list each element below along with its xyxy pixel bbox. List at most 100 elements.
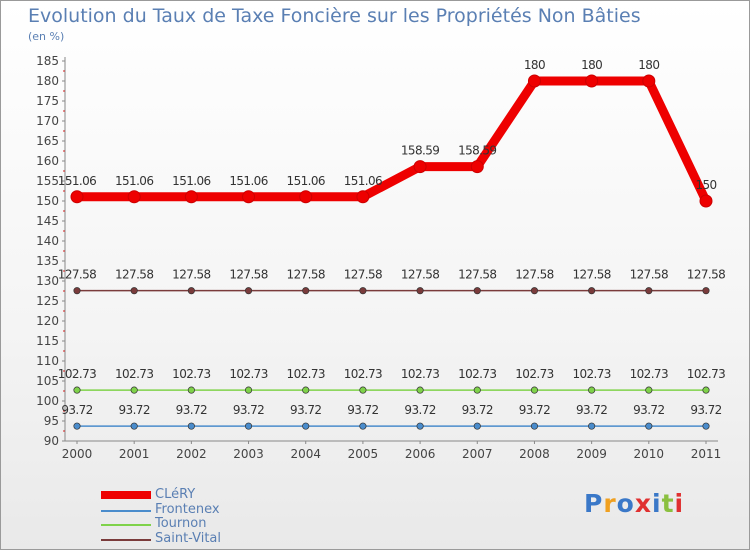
- data-label: 102.73: [229, 367, 267, 381]
- x-tick-label: 2010: [634, 447, 665, 461]
- data-label: 102.73: [344, 367, 382, 381]
- y-tick-label: 130: [36, 274, 59, 288]
- x-tick-label: 2008: [519, 447, 550, 461]
- data-point: [473, 386, 481, 394]
- data-point: [187, 386, 195, 394]
- data-point: [302, 422, 310, 430]
- y-tick-label: 90: [44, 434, 59, 448]
- data-label: 93.72: [519, 403, 550, 417]
- data-point: [244, 422, 253, 430]
- y-tick-label: 115: [36, 334, 59, 348]
- data-point: [299, 190, 313, 204]
- data-label: 102.73: [515, 367, 553, 381]
- x-tick-label: 2009: [576, 447, 607, 461]
- data-point: [645, 287, 653, 295]
- data-label: 93.72: [690, 403, 721, 417]
- data-point: [302, 386, 310, 394]
- y-tick-label: 150: [36, 194, 59, 208]
- data-point: [530, 422, 539, 430]
- series-line-cl-ry: [72, 76, 711, 206]
- data-label: 102.73: [401, 367, 439, 381]
- data-label: 102.73: [687, 367, 725, 381]
- x-tick-label: 2003: [233, 447, 264, 461]
- data-point: [585, 74, 599, 88]
- data-point: [702, 287, 710, 295]
- data-label: 127.58: [515, 268, 553, 282]
- data-point: [473, 422, 481, 430]
- y-tick-label: 120: [36, 314, 59, 328]
- data-label: 93.72: [119, 403, 150, 417]
- data-label: 102.73: [172, 367, 210, 381]
- chart-unit: (en %): [28, 30, 65, 43]
- data-label: 93.72: [61, 403, 92, 417]
- data-point: [356, 190, 370, 204]
- data-label: 102.73: [58, 367, 96, 381]
- legend-label: Tournon: [155, 516, 207, 531]
- data-label: 151.06: [287, 174, 325, 188]
- y-tick-label: 175: [36, 94, 59, 108]
- data-point: [73, 422, 81, 430]
- data-label: 151.06: [115, 174, 153, 188]
- data-label: 93.72: [462, 403, 493, 417]
- y-tick-label: 170: [36, 114, 59, 128]
- data-label: 102.73: [572, 367, 610, 381]
- data-point: [413, 160, 427, 174]
- legend-label: CLéRY: [155, 487, 196, 502]
- data-label: 93.72: [633, 403, 664, 417]
- data-point: [702, 422, 710, 430]
- data-point: [244, 386, 253, 394]
- data-point: [359, 422, 367, 430]
- data-label: 93.72: [233, 403, 264, 417]
- proxiti-logo: Proxiti: [584, 489, 684, 518]
- data-point: [416, 287, 424, 295]
- data-point: [530, 287, 539, 295]
- data-label: 127.58: [572, 268, 610, 282]
- y-tick-label: 185: [36, 54, 59, 68]
- data-label: 127.58: [58, 268, 96, 282]
- data-label: 151.06: [172, 174, 210, 188]
- legend-swatch: [101, 510, 151, 512]
- y-tick-label: 160: [36, 154, 59, 168]
- legend-label: Saint-Vital: [155, 531, 221, 546]
- x-tick-label: 2007: [462, 447, 493, 461]
- data-point: [642, 74, 656, 88]
- data-point: [187, 287, 195, 295]
- y-tick-label: 95: [44, 414, 59, 428]
- data-point: [530, 386, 539, 394]
- data-point: [73, 386, 81, 394]
- data-label: 127.58: [115, 268, 153, 282]
- y-tick-label: 100: [36, 394, 59, 408]
- data-point: [187, 422, 195, 430]
- data-label: 127.58: [630, 268, 668, 282]
- data-label: 93.72: [290, 403, 321, 417]
- data-point: [588, 287, 596, 295]
- data-label: 158.59: [458, 144, 496, 158]
- data-point: [527, 74, 541, 88]
- x-tick-label: 2001: [119, 447, 150, 461]
- x-tick-label: 2005: [348, 447, 379, 461]
- data-label: 127.58: [401, 268, 439, 282]
- y-tick-label: 135: [36, 254, 59, 268]
- data-label: 102.73: [630, 367, 668, 381]
- y-tick-label: 180: [36, 74, 59, 88]
- x-tick-label: 2004: [290, 447, 321, 461]
- legend-swatch: [101, 491, 151, 499]
- data-point: [130, 287, 138, 295]
- data-label: 180: [638, 58, 659, 72]
- logo-letter: x: [634, 489, 652, 518]
- data-point: [184, 190, 198, 204]
- data-label: 127.58: [687, 268, 725, 282]
- logo-letter: P: [584, 489, 604, 518]
- data-label: 127.58: [172, 268, 210, 282]
- data-label: 127.58: [287, 268, 325, 282]
- data-point: [302, 287, 310, 295]
- data-label: 150: [695, 178, 716, 192]
- x-tick-label: 2002: [176, 447, 207, 461]
- logo-letter: o: [616, 489, 635, 518]
- data-point: [588, 422, 596, 430]
- data-label: 102.73: [287, 367, 325, 381]
- y-tick-label: 105: [36, 374, 59, 388]
- x-tick-label: 2011: [691, 447, 722, 461]
